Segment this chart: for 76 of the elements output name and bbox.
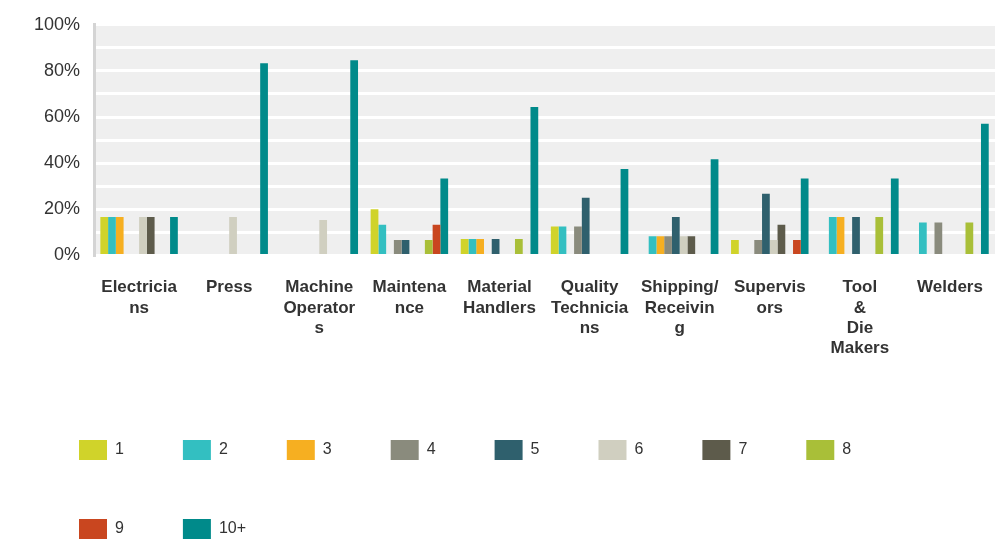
bar — [836, 216, 845, 254]
bar — [620, 168, 629, 254]
bar — [574, 226, 582, 254]
bar — [980, 123, 989, 254]
legend-label: 8 — [842, 440, 852, 458]
legend-label: 1 — [115, 440, 124, 458]
legend-label: 6 — [634, 440, 644, 458]
x-tick-label: Welders — [917, 277, 983, 297]
y-tick-label: 60% — [44, 106, 81, 127]
bar — [491, 239, 500, 254]
bar — [401, 239, 410, 254]
legend-label: 2 — [218, 440, 228, 458]
bar — [378, 224, 387, 254]
x-tick-label: Machine Operators — [283, 277, 356, 338]
x-tick-label: Tool & Die Makers — [830, 277, 890, 358]
bar — [769, 239, 778, 254]
x-tick-label: Maintenance — [372, 277, 447, 317]
x-tick-label: Supervisors — [733, 277, 806, 317]
x-tick-label: Electricians — [101, 277, 178, 317]
y-tick-label: 0% — [54, 244, 81, 265]
bar — [777, 224, 786, 254]
bar — [828, 216, 837, 254]
bar — [581, 197, 590, 254]
x-tick-label: Shipping/Receiving — [640, 277, 719, 338]
bar — [875, 216, 884, 254]
bar — [800, 178, 809, 254]
bar — [260, 63, 268, 254]
bar — [393, 239, 402, 254]
bar — [100, 216, 109, 254]
bar — [530, 107, 539, 254]
x-tick-label: Quality Technicians — [551, 277, 629, 338]
bar — [793, 239, 801, 254]
legend-label: 9 — [115, 519, 124, 537]
bar — [731, 239, 739, 254]
y-tick-label: 80% — [44, 59, 81, 80]
bar — [139, 216, 147, 254]
bar — [514, 239, 523, 254]
bar — [710, 159, 719, 254]
bar — [918, 222, 927, 254]
bar — [350, 60, 359, 254]
y-tick-label: 40% — [44, 152, 81, 173]
bar — [460, 239, 469, 254]
bar — [550, 226, 559, 254]
bar — [170, 216, 178, 254]
bar — [664, 236, 672, 254]
bar — [754, 239, 763, 254]
bar — [468, 239, 477, 254]
bar — [679, 236, 688, 254]
bar — [648, 236, 657, 254]
bar — [424, 239, 433, 254]
bar — [108, 216, 116, 254]
legend-label: 4 — [426, 440, 436, 458]
bar — [432, 224, 441, 254]
x-tick-label: Material Handlers — [463, 277, 536, 317]
bar — [890, 178, 899, 254]
y-tick-label: 100% — [33, 13, 81, 34]
x-tick-label: Press — [206, 277, 253, 297]
bar — [656, 236, 665, 254]
bar — [476, 239, 484, 254]
legend-label: 10+ — [218, 519, 247, 537]
y-tick-label: 20% — [44, 198, 81, 219]
legend-label: 7 — [738, 440, 748, 458]
bar — [965, 222, 974, 254]
bar — [687, 236, 696, 254]
bar — [370, 209, 379, 254]
bar — [762, 193, 770, 254]
bar — [319, 219, 328, 254]
legend-label: 5 — [530, 440, 540, 458]
bar — [115, 216, 124, 254]
legend-label: 3 — [322, 440, 332, 458]
bar — [229, 216, 237, 254]
bar — [852, 216, 860, 254]
bar — [934, 222, 943, 254]
bar — [671, 216, 680, 254]
bar — [146, 216, 155, 254]
bar — [440, 178, 449, 254]
